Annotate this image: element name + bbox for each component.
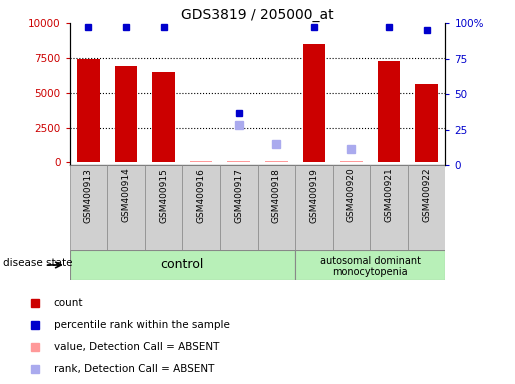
Bar — [182, 165, 220, 250]
Text: GSM400921: GSM400921 — [385, 168, 393, 222]
Bar — [370, 165, 408, 250]
Text: GSM400916: GSM400916 — [197, 168, 205, 223]
Bar — [152, 72, 175, 162]
Title: GDS3819 / 205000_at: GDS3819 / 205000_at — [181, 8, 334, 22]
Bar — [220, 165, 258, 250]
Text: GSM400915: GSM400915 — [159, 168, 168, 223]
Bar — [303, 44, 325, 162]
Bar — [70, 250, 295, 280]
Bar — [190, 161, 212, 162]
Text: GSM400917: GSM400917 — [234, 168, 243, 223]
Bar — [145, 165, 182, 250]
Bar — [408, 165, 445, 250]
Bar — [107, 165, 145, 250]
Bar — [340, 161, 363, 162]
Text: value, Detection Call = ABSENT: value, Detection Call = ABSENT — [54, 342, 219, 352]
Text: autosomal dominant: autosomal dominant — [320, 256, 421, 266]
Text: control: control — [161, 258, 204, 271]
Text: count: count — [54, 298, 83, 308]
Text: disease state: disease state — [3, 258, 72, 268]
Bar — [228, 161, 250, 162]
Text: GSM400914: GSM400914 — [122, 168, 130, 222]
Bar — [77, 59, 99, 162]
Bar — [295, 250, 445, 280]
Bar — [378, 61, 400, 162]
Bar — [416, 84, 438, 162]
Text: GSM400919: GSM400919 — [310, 168, 318, 223]
Text: GSM400922: GSM400922 — [422, 168, 431, 222]
Bar — [258, 165, 295, 250]
Bar — [115, 66, 137, 162]
Bar — [295, 165, 333, 250]
Text: percentile rank within the sample: percentile rank within the sample — [54, 320, 230, 330]
Text: GSM400920: GSM400920 — [347, 168, 356, 222]
Bar — [333, 165, 370, 250]
Text: GSM400918: GSM400918 — [272, 168, 281, 223]
Bar — [265, 161, 287, 162]
Text: rank, Detection Call = ABSENT: rank, Detection Call = ABSENT — [54, 364, 214, 374]
Bar — [70, 165, 107, 250]
Text: GSM400913: GSM400913 — [84, 168, 93, 223]
Text: monocytopenia: monocytopenia — [333, 267, 408, 277]
